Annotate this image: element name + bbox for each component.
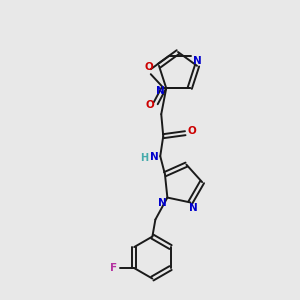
Text: O: O [188, 126, 197, 136]
Text: O: O [144, 62, 153, 72]
Text: H: H [140, 153, 148, 163]
Text: F: F [110, 263, 117, 273]
Text: N: N [150, 152, 159, 162]
Text: N: N [156, 86, 165, 96]
Text: N: N [158, 198, 167, 208]
Text: O: O [146, 100, 154, 110]
Text: N: N [189, 203, 198, 214]
Text: N: N [193, 56, 201, 66]
